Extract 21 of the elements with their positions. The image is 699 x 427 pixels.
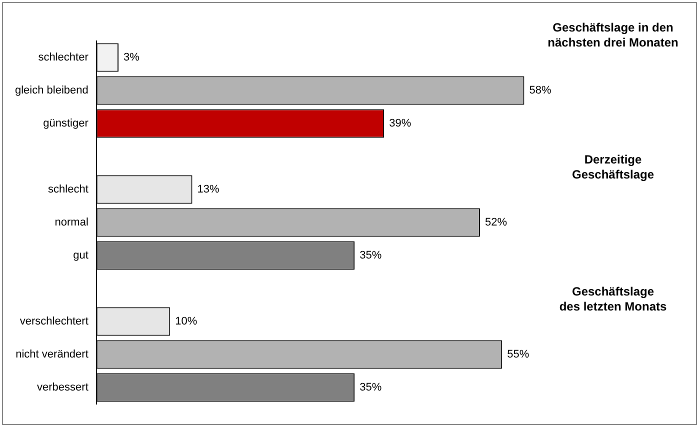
data-label: 3% <box>124 52 140 64</box>
data-label: 55% <box>507 348 530 361</box>
y-tick-label: normal <box>54 216 88 229</box>
data-label: 58% <box>529 84 552 97</box>
text: Geschäftslage in den nächsten drei Monaten <box>548 20 678 50</box>
y-tick-label: verbessert <box>37 382 88 394</box>
data-label: 39% <box>389 118 412 130</box>
data-label: 13% <box>197 184 220 196</box>
y-tick-label: gut <box>73 250 88 262</box>
text: Geschäftslage des letzten Monats <box>559 284 667 314</box>
text: Derzeitige Geschäftslage <box>572 152 654 182</box>
y-tick-label: schlecht <box>48 184 88 196</box>
y-tick-label: verschlechtert <box>20 316 88 328</box>
data-label: 35% <box>360 382 382 394</box>
y-tick-label: nicht verändert <box>16 348 88 361</box>
data-label: 10% <box>175 316 198 328</box>
y-tick-label: gleich bleibend <box>15 84 88 97</box>
y-tick-label: günstiger <box>43 118 89 130</box>
y-tick-label: schlechter <box>38 52 89 64</box>
data-label: 52% <box>484 216 508 229</box>
data-label: 35% <box>360 250 382 262</box>
